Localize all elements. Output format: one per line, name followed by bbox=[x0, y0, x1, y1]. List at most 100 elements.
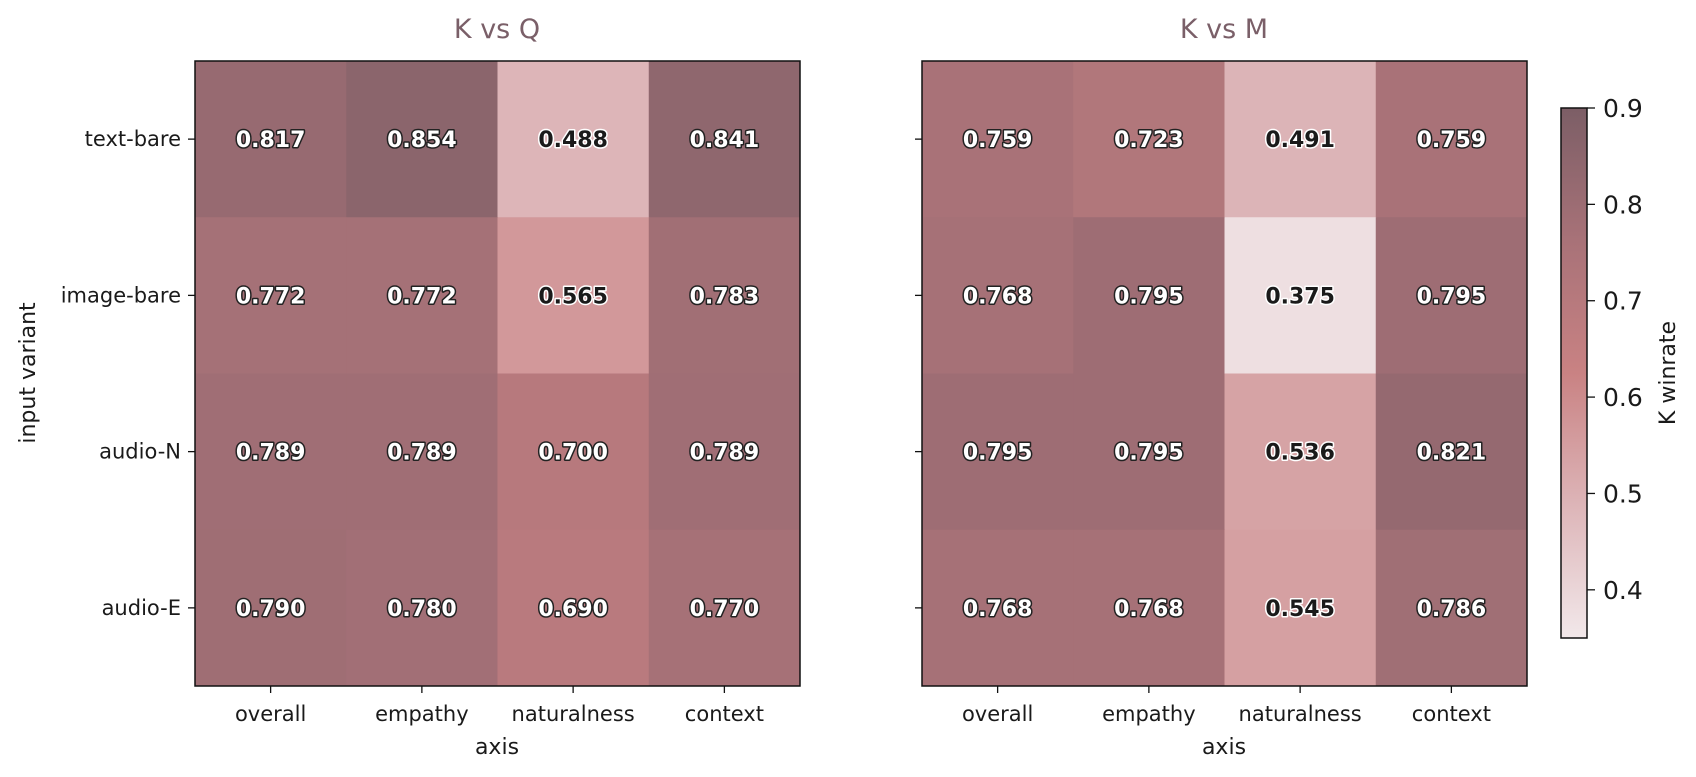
heatmap-cell bbox=[922, 61, 1074, 218]
cell-value-label: 0.545 bbox=[1265, 597, 1335, 622]
heatmap-cell bbox=[346, 61, 498, 218]
heatmap-cell bbox=[195, 61, 347, 218]
x-axis-ticks: overall empathy naturalness context bbox=[235, 686, 764, 726]
heatmap-cell bbox=[346, 373, 498, 531]
heatmap-cell bbox=[648, 217, 801, 374]
heatmap-cell bbox=[1375, 61, 1528, 218]
heatmap-cell bbox=[1073, 61, 1225, 218]
colorbar: 0.4 0.5 0.6 0.7 0.8 0.9 K winrate bbox=[1560, 94, 1681, 639]
cell-value-label: 0.795 bbox=[963, 441, 1033, 466]
x-tick-label: overall bbox=[962, 702, 1033, 726]
colorbar-label: K winrate bbox=[1656, 321, 1681, 425]
colorbar-tick-label: 0.4 bbox=[1603, 576, 1643, 605]
cell-value-label: 0.690 bbox=[538, 597, 608, 622]
cell-value-label: 0.795 bbox=[1114, 284, 1184, 309]
x-axis-ticks: overall empathy naturalness context bbox=[962, 686, 1491, 726]
heatmap-cells: 0.817 0.854 0.488 0.841 0.772 0.772 0.565 0.783… bbox=[195, 61, 801, 687]
heatmap-cell bbox=[1224, 217, 1377, 374]
heatmap-cell bbox=[497, 529, 650, 687]
heatmap-cell bbox=[1224, 529, 1377, 687]
cell-value-label: 0.789 bbox=[236, 441, 306, 466]
cell-value-label: 0.783 bbox=[690, 284, 760, 309]
colorbar-ticks: 0.4 0.5 0.6 0.7 0.8 0.9 bbox=[1587, 94, 1643, 605]
y-tick-label: text-bare bbox=[85, 127, 181, 151]
heatmap-cell bbox=[922, 373, 1074, 531]
heatmap-cell bbox=[1224, 61, 1377, 218]
x-tick-label: overall bbox=[235, 702, 306, 726]
cell-value-label: 0.780 bbox=[387, 597, 457, 622]
heatmap-k-vs-m: K vs M 0.759 0.723 0.491 0.759 0.768 0.795 0.3… bbox=[915, 14, 1528, 760]
heatmap-cell bbox=[195, 373, 347, 531]
heatmap-cell bbox=[648, 61, 801, 218]
heatmap-cell bbox=[1375, 529, 1528, 687]
cell-value-label: 0.790 bbox=[236, 597, 306, 622]
cell-value-label: 0.700 bbox=[538, 441, 608, 466]
heatmap-cell bbox=[1073, 373, 1225, 531]
chart-title: K vs M bbox=[1180, 14, 1268, 45]
colorbar-tick-label: 0.7 bbox=[1603, 287, 1643, 316]
heatmap-cell bbox=[1073, 217, 1225, 374]
y-axis-ticks bbox=[915, 138, 922, 609]
x-tick-label: context bbox=[1412, 702, 1491, 726]
cell-value-label: 0.491 bbox=[1265, 128, 1335, 153]
y-tick-label: image-bare bbox=[61, 283, 181, 307]
cell-value-label: 0.565 bbox=[538, 284, 608, 309]
cell-value-label: 0.795 bbox=[1114, 441, 1184, 466]
heatmap-cell bbox=[1375, 217, 1528, 374]
heatmap-cell bbox=[497, 217, 650, 374]
y-tick-label: audio-N bbox=[99, 440, 181, 464]
cell-value-label: 0.789 bbox=[387, 441, 457, 466]
cell-value-label: 0.723 bbox=[1114, 128, 1184, 153]
cell-value-label: 0.536 bbox=[1265, 441, 1335, 466]
heatmap-cell bbox=[1224, 373, 1377, 531]
plot-frame bbox=[194, 60, 801, 687]
cell-value-label: 0.854 bbox=[387, 128, 457, 153]
x-tick-label: naturalness bbox=[1239, 702, 1362, 726]
cell-value-label: 0.795 bbox=[1417, 284, 1487, 309]
cell-value-label: 0.770 bbox=[690, 597, 760, 622]
heatmap-cell bbox=[497, 61, 650, 218]
x-tick-label: context bbox=[685, 702, 764, 726]
heatmap-cells: 0.759 0.723 0.491 0.759 0.768 0.795 0.375 0.795… bbox=[922, 61, 1528, 687]
plot-frame bbox=[921, 60, 1528, 687]
cell-value-label: 0.841 bbox=[690, 128, 760, 153]
heatmap-cell bbox=[1073, 529, 1225, 687]
heatmap-cell bbox=[922, 217, 1074, 374]
heatmap-cell bbox=[346, 529, 498, 687]
cell-value-label: 0.488 bbox=[538, 128, 608, 153]
cell-value-label: 0.789 bbox=[690, 441, 760, 466]
cell-value-label: 0.786 bbox=[1417, 597, 1487, 622]
cell-value-label: 0.768 bbox=[1114, 597, 1184, 622]
x-tick-label: empathy bbox=[375, 702, 469, 726]
colorbar-tick-label: 0.9 bbox=[1603, 94, 1643, 123]
y-axis-ticks: text-bare image-bare audio-N audio-E bbox=[61, 127, 195, 620]
heatmap-cell bbox=[346, 217, 498, 374]
cell-value-label: 0.821 bbox=[1417, 441, 1487, 466]
heatmap-cell bbox=[1375, 373, 1528, 531]
colorbar-tick-label: 0.8 bbox=[1603, 190, 1643, 219]
cell-value-label: 0.772 bbox=[387, 284, 457, 309]
colorbar-tick-label: 0.6 bbox=[1603, 383, 1643, 412]
cell-value-label: 0.375 bbox=[1265, 284, 1335, 309]
heatmap-cell bbox=[922, 529, 1074, 687]
cell-value-label: 0.772 bbox=[236, 284, 306, 309]
cell-value-label: 0.759 bbox=[963, 128, 1033, 153]
heatmap-cell bbox=[195, 529, 347, 687]
cell-value-label: 0.768 bbox=[963, 597, 1033, 622]
x-axis-label: axis bbox=[1202, 735, 1246, 760]
x-tick-label: empathy bbox=[1102, 702, 1196, 726]
heatmap-cell bbox=[195, 217, 347, 374]
colorbar-tick-label: 0.5 bbox=[1603, 479, 1643, 508]
y-tick-label: audio-E bbox=[102, 596, 181, 620]
chart-title: K vs Q bbox=[454, 14, 540, 45]
y-axis-label: input variant bbox=[16, 302, 41, 444]
x-tick-label: naturalness bbox=[512, 702, 635, 726]
heatmap-cell bbox=[648, 373, 801, 531]
cell-value-label: 0.768 bbox=[963, 284, 1033, 309]
cell-value-label: 0.759 bbox=[1417, 128, 1487, 153]
heatmap-k-vs-q: K vs Q 0.817 0.854 0.488 0.841 0.772 0.772 0.5… bbox=[16, 14, 801, 760]
colorbar-gradient bbox=[1560, 107, 1588, 639]
x-axis-label: axis bbox=[475, 735, 519, 760]
heatmap-cell bbox=[497, 373, 650, 531]
